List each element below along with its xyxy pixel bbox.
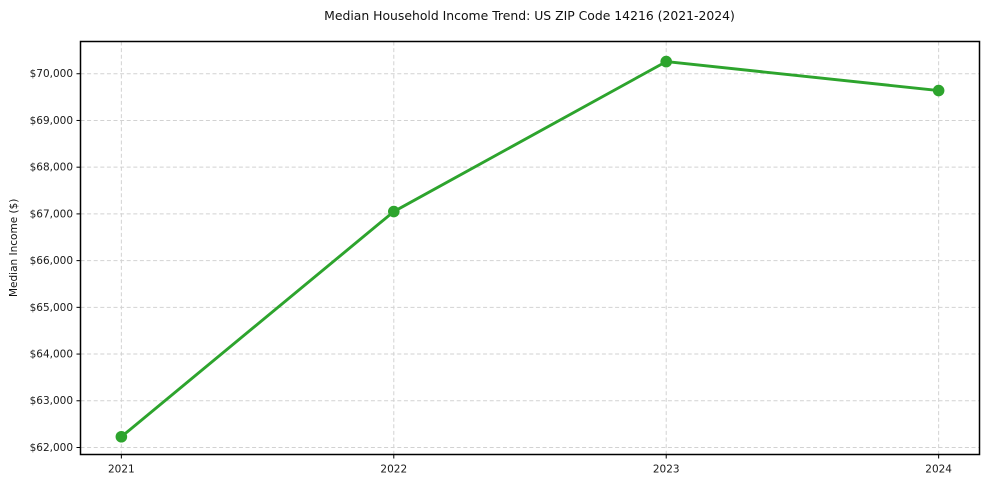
y-tick-label: $66,000 bbox=[30, 255, 73, 267]
y-tick-label: $62,000 bbox=[30, 442, 73, 454]
y-tick-label: $68,000 bbox=[30, 162, 73, 174]
y-tick-label: $63,000 bbox=[30, 395, 73, 407]
y-tick-label: $65,000 bbox=[30, 302, 73, 314]
x-tick-label: 2023 bbox=[653, 464, 680, 476]
x-tick-label: 2024 bbox=[925, 464, 952, 476]
data-point-2024 bbox=[932, 84, 945, 97]
trend-line bbox=[119, 60, 941, 439]
chart-title: Median Household Income Trend: US ZIP Co… bbox=[324, 8, 735, 23]
axes-frame bbox=[79, 40, 981, 456]
data-point-2021 bbox=[115, 430, 128, 443]
y-tick-label: $64,000 bbox=[30, 349, 73, 361]
data-point-2023 bbox=[660, 55, 673, 68]
y-tick-label: $69,000 bbox=[30, 115, 73, 127]
x-tick-label: 2022 bbox=[380, 464, 407, 476]
y-tick-label: $70,000 bbox=[30, 68, 73, 80]
data-point-2022 bbox=[387, 205, 400, 218]
x-tick-label: 2021 bbox=[108, 464, 135, 476]
y-tick-label: $67,000 bbox=[30, 208, 73, 220]
